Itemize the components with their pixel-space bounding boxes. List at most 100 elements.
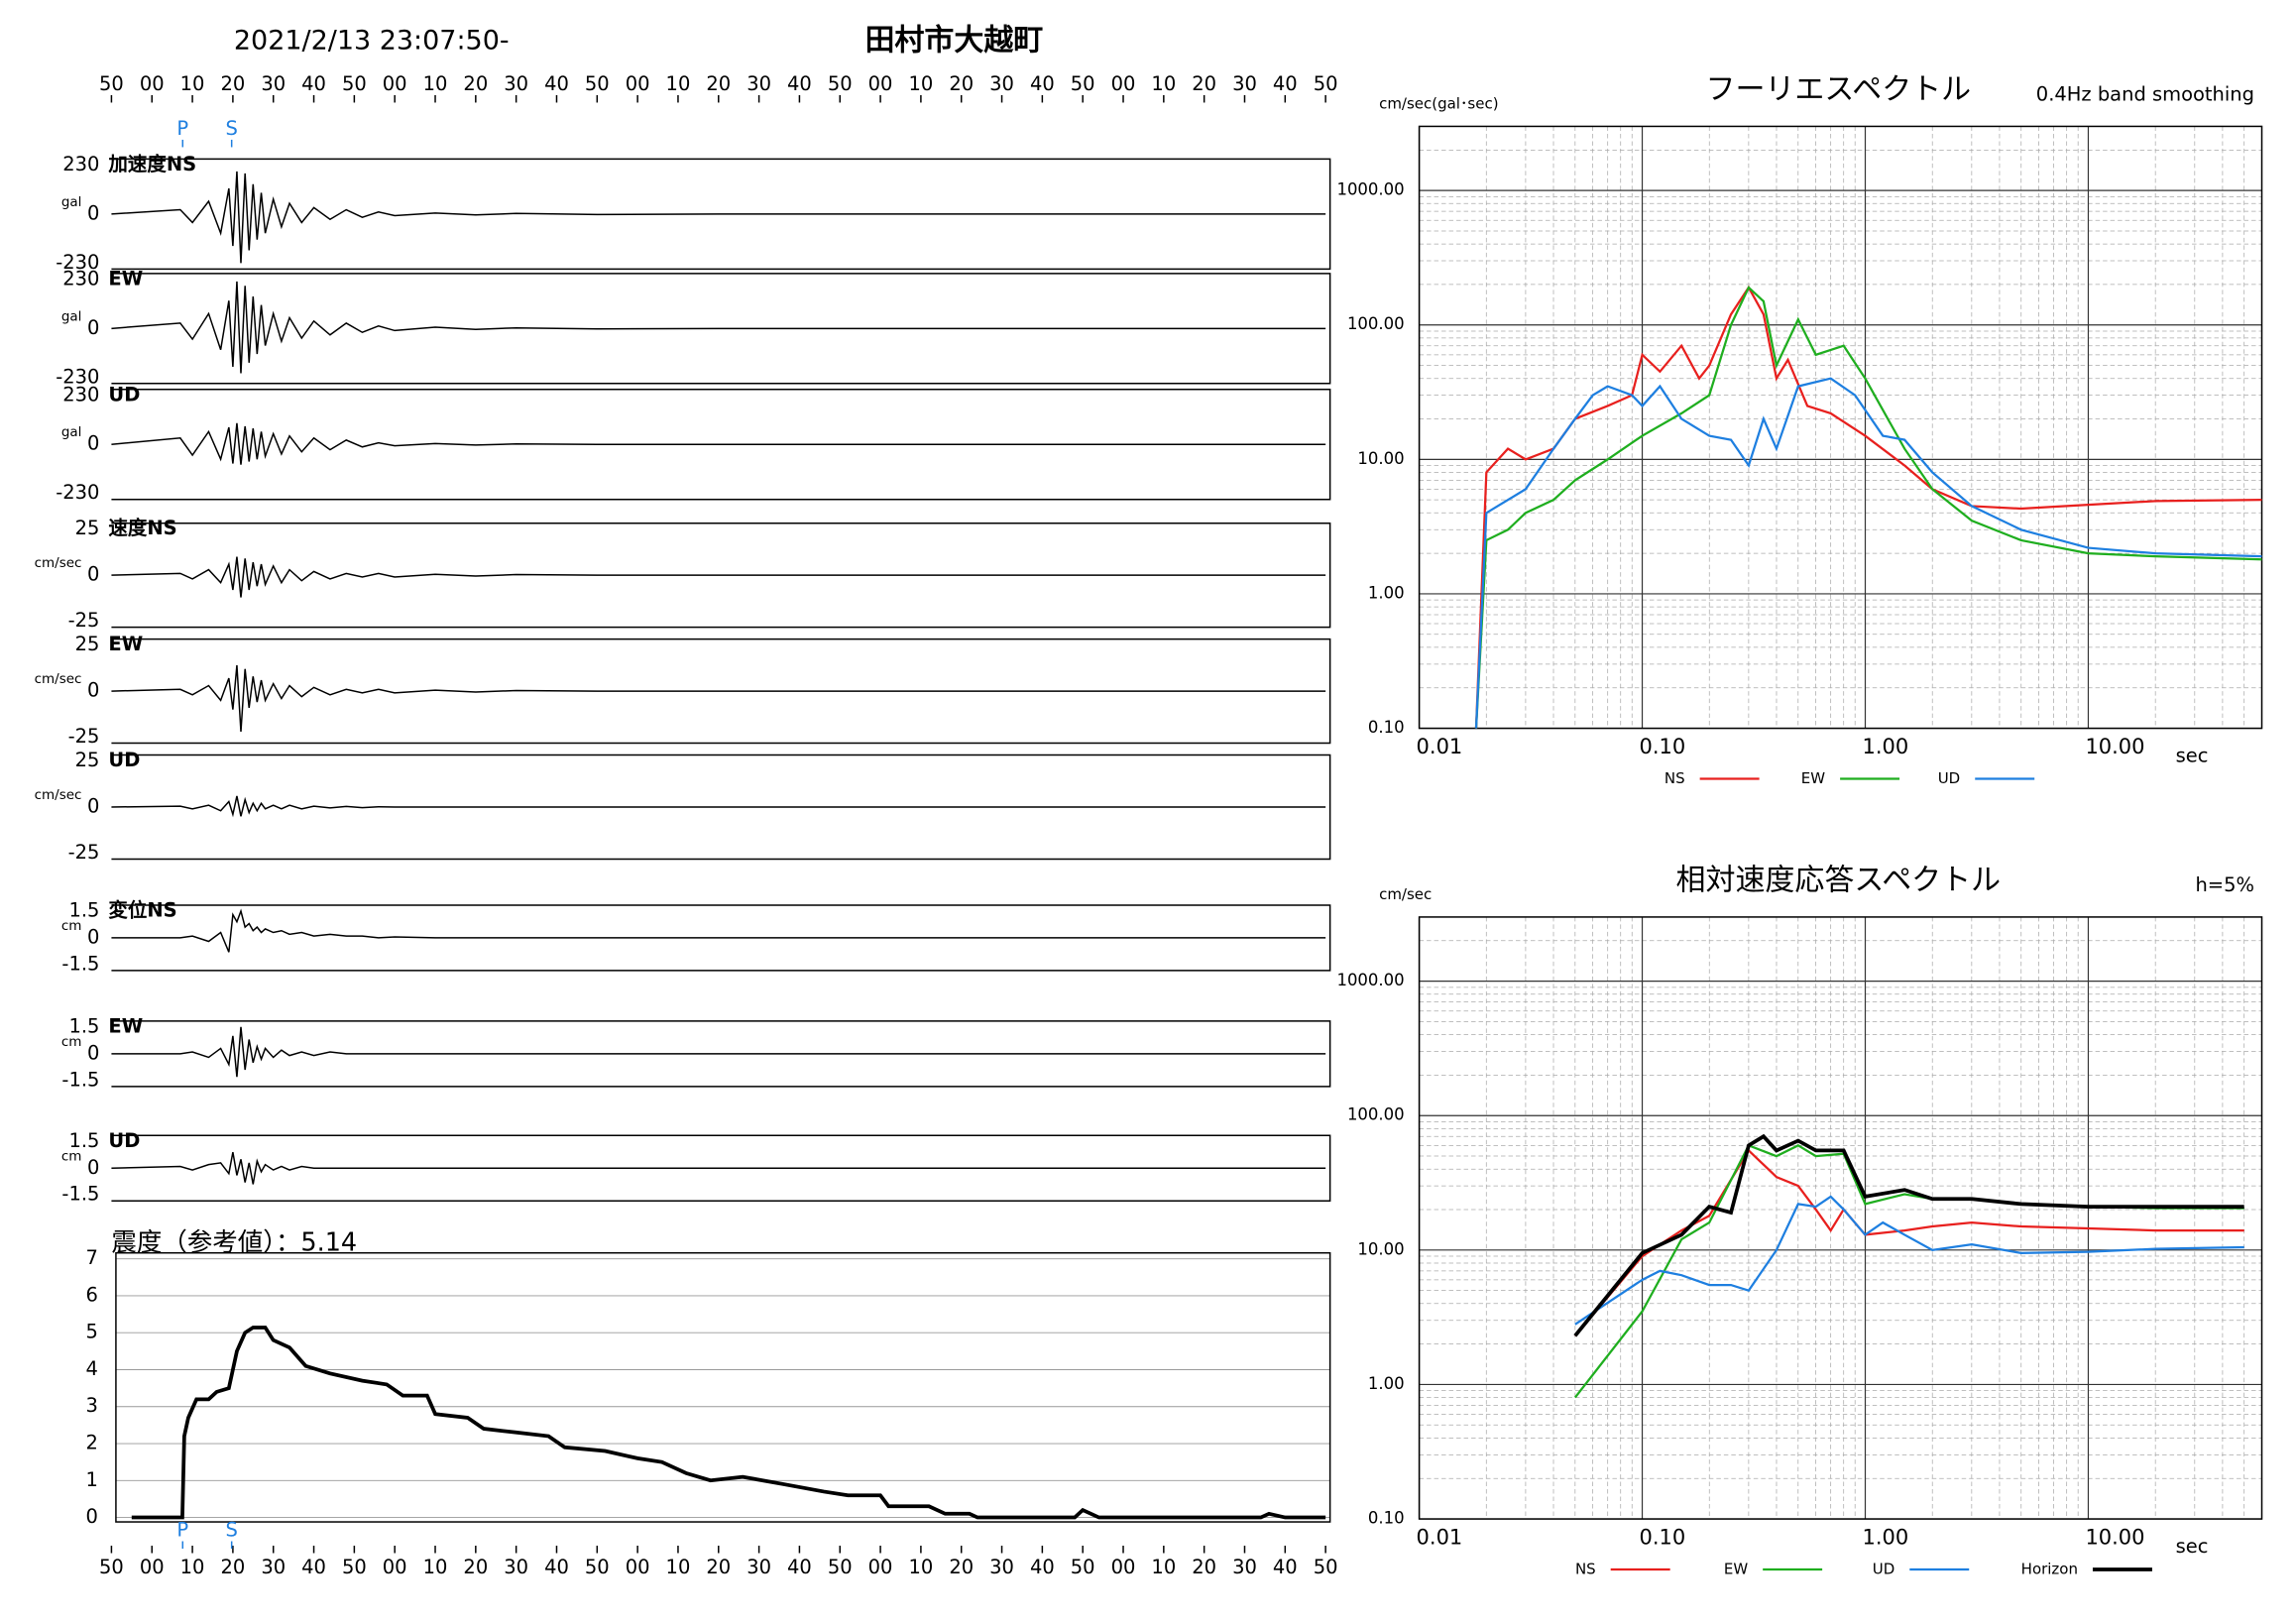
x-tick-label: 1.00 bbox=[1863, 1526, 1909, 1550]
waveform-trace bbox=[111, 556, 1326, 598]
trace-name: EW bbox=[108, 633, 143, 655]
x-tick-label: 40 bbox=[544, 1556, 569, 1578]
x-tick-label: 20 bbox=[221, 72, 246, 95]
x-tick-label: 20 bbox=[1192, 1556, 1216, 1578]
y-tick-label: 4 bbox=[86, 1357, 98, 1380]
y-tick-label: 1.5 bbox=[68, 1014, 99, 1037]
x-tick-label: 10 bbox=[180, 72, 205, 95]
y-tick-label: 6 bbox=[86, 1283, 98, 1306]
phase-marker-label: P bbox=[176, 1519, 188, 1542]
x-tick-label: 10 bbox=[1151, 72, 1176, 95]
waveform-trace bbox=[111, 795, 1326, 818]
panel-frame bbox=[111, 158, 1331, 271]
x-unit-label: sec bbox=[2176, 745, 2209, 767]
x-tick-label: 50 bbox=[828, 72, 853, 95]
y-tick-label: -1.5 bbox=[61, 1068, 99, 1091]
x-tick-label: 20 bbox=[463, 72, 488, 95]
spectrum-line bbox=[1474, 377, 2262, 729]
y-tick-label: -25 bbox=[68, 725, 100, 748]
x-tick-label: 30 bbox=[261, 1556, 286, 1578]
x-tick-label: 10 bbox=[909, 72, 934, 95]
x-tick-label: 30 bbox=[1232, 72, 1257, 95]
x-tick-label: 40 bbox=[787, 72, 812, 95]
panel-frame bbox=[111, 522, 1331, 629]
y-tick-label: 3 bbox=[86, 1394, 98, 1417]
x-tick-label: 00 bbox=[140, 72, 165, 95]
x-tick-label: 20 bbox=[221, 1556, 246, 1578]
spectrum-line bbox=[1474, 285, 2262, 729]
y-tick-label: 0.10 bbox=[1368, 718, 1405, 737]
unit-label: gal bbox=[61, 424, 82, 440]
x-tick-label: 40 bbox=[787, 1556, 812, 1578]
y-tick-label: 10.00 bbox=[1357, 449, 1404, 468]
y-tick-label: 1.5 bbox=[68, 898, 99, 921]
x-tick-label: 10 bbox=[423, 72, 448, 95]
x-tick-label: 50 bbox=[1314, 72, 1338, 95]
y-tick-label: 100.00 bbox=[1347, 1105, 1405, 1124]
waveform-trace bbox=[111, 422, 1326, 465]
trace-name: 速度NS bbox=[108, 517, 176, 539]
y-tick-label: 0.10 bbox=[1368, 1509, 1405, 1528]
legend-label: NS bbox=[1575, 1561, 1596, 1578]
trace-name: 加速度NS bbox=[107, 153, 196, 175]
trace-name: EW bbox=[108, 267, 143, 290]
x-tick-label: 40 bbox=[1273, 1556, 1298, 1578]
y-tick-label: 25 bbox=[75, 517, 100, 539]
phase-marker-label: S bbox=[225, 1519, 237, 1542]
trace-name: EW bbox=[108, 1014, 143, 1037]
x-tick-label: 40 bbox=[1273, 72, 1298, 95]
unit-label: cm/sec bbox=[35, 555, 82, 571]
x-tick-label: 50 bbox=[342, 72, 367, 95]
y-tick-label: 5 bbox=[86, 1321, 98, 1343]
panel-frame bbox=[111, 273, 1331, 385]
chart-title: フーリエスペクトル bbox=[1705, 72, 1971, 107]
y-tick-label: 25 bbox=[75, 749, 100, 771]
x-tick-label: 10 bbox=[1151, 1556, 1176, 1578]
x-tick-label: 10 bbox=[666, 1556, 691, 1578]
spectrum-line bbox=[1573, 1143, 2244, 1399]
waveform-trace bbox=[111, 171, 1326, 264]
x-tick-label: 0.01 bbox=[1417, 1526, 1463, 1550]
y-tick-label: 1.00 bbox=[1368, 583, 1405, 602]
phase-marker-label: S bbox=[225, 117, 237, 140]
y-tick-label: 1 bbox=[86, 1468, 98, 1491]
y-tick-label: -1.5 bbox=[61, 952, 99, 975]
y-unit-label: cm/sec(gal･sec) bbox=[1379, 94, 1498, 112]
y-tick-label: 0 bbox=[87, 1156, 99, 1179]
legend-label: Horizon bbox=[2021, 1561, 2078, 1578]
y-tick-label: 0 bbox=[87, 679, 99, 702]
y-tick-label: 1000.00 bbox=[1336, 180, 1404, 199]
x-tick-label: 50 bbox=[99, 72, 124, 95]
y-tick-label: 0 bbox=[87, 432, 99, 455]
x-tick-label: 10 bbox=[909, 1556, 934, 1578]
y-tick-label: -1.5 bbox=[61, 1183, 99, 1206]
x-tick-label: 20 bbox=[706, 72, 731, 95]
y-tick-label: 0 bbox=[87, 563, 99, 586]
x-tick-label: 00 bbox=[626, 1556, 650, 1578]
plot-frame bbox=[115, 1251, 1331, 1523]
unit-label: cm/sec bbox=[35, 787, 82, 803]
chart-subtitle: 0.4Hz band smoothing bbox=[2036, 82, 2254, 105]
x-tick-label: 50 bbox=[585, 1556, 610, 1578]
y-tick-label: 1000.00 bbox=[1336, 971, 1404, 989]
chart-subtitle: h=5% bbox=[2195, 873, 2254, 896]
y-tick-label: 230 bbox=[62, 153, 99, 175]
x-tick-label: 00 bbox=[140, 1556, 165, 1578]
chart-title: 相対速度応答スペクトル bbox=[1676, 863, 2002, 897]
y-tick-label: 25 bbox=[75, 633, 100, 655]
x-tick-label: 50 bbox=[828, 1556, 853, 1578]
plot-frame bbox=[1418, 916, 2263, 1520]
x-tick-label: 40 bbox=[544, 72, 569, 95]
trace-name: UD bbox=[108, 1129, 140, 1152]
x-tick-label: 00 bbox=[383, 1556, 407, 1578]
x-unit-label: sec bbox=[2176, 1535, 2209, 1558]
date-title: 2021/2/13 23:07:50- bbox=[234, 26, 510, 57]
y-tick-label: 0 bbox=[87, 795, 99, 818]
x-tick-label: 00 bbox=[868, 1556, 893, 1578]
x-tick-label: 00 bbox=[868, 72, 893, 95]
y-tick-label: 0 bbox=[87, 1041, 99, 1064]
x-tick-label: 10.00 bbox=[2085, 1526, 2144, 1550]
x-tick-label: 0.01 bbox=[1417, 735, 1463, 758]
